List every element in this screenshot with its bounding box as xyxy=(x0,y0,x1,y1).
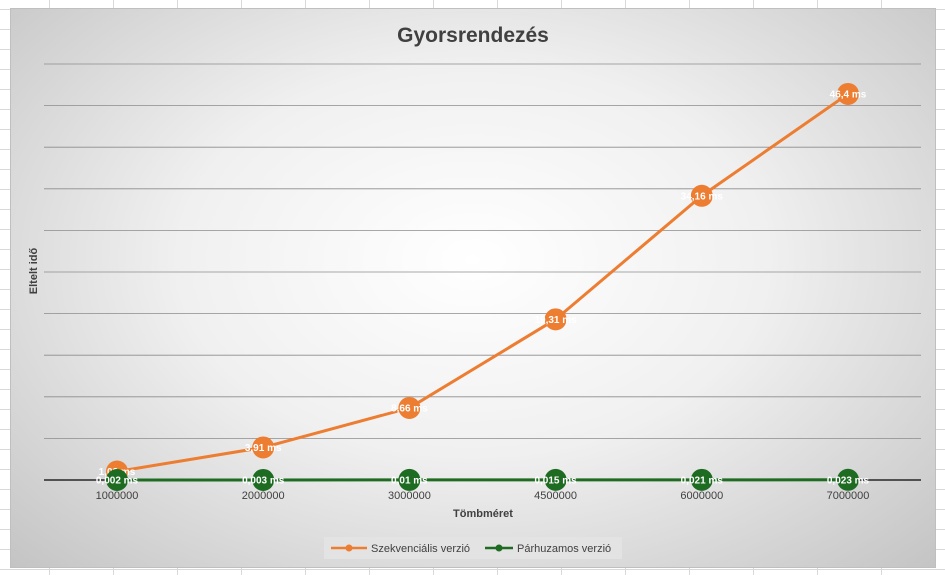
series-parallel: 0,002 ms 0,003 ms 0,01 ms 0,015 ms 0,021 ms 0… xyxy=(96,468,870,491)
legend-swatch-marker-parallel xyxy=(495,544,503,552)
legend-swatch-marker-sequential xyxy=(345,544,353,552)
x-tick-label: 4500000 xyxy=(534,490,577,502)
data-point xyxy=(690,184,713,207)
series-line xyxy=(115,92,850,474)
data-label: 46,4 ms xyxy=(830,89,867,100)
x-axis-tick-labels: 1000000 2000000 3000000 4500000 6000000 70000… xyxy=(96,490,870,502)
gridlines xyxy=(44,63,921,439)
x-tick-label: 6000000 xyxy=(680,490,723,502)
data-label: 0,023 ms xyxy=(827,475,870,486)
data-point xyxy=(837,468,859,491)
chart-title: Gyorsrendezés xyxy=(397,24,549,47)
data-label: 19,31 ms xyxy=(534,315,577,326)
data-label: 0,015 ms xyxy=(534,475,577,486)
data-point xyxy=(837,82,859,105)
data-point xyxy=(398,396,421,419)
x-tick-label: 3000000 xyxy=(388,490,431,502)
data-point xyxy=(690,468,713,491)
data-label: 3,91 ms xyxy=(245,443,282,454)
data-label: 8,66 ms xyxy=(391,403,428,414)
data-point xyxy=(544,468,567,491)
legend-box xyxy=(324,537,622,559)
x-axis-title: Tömbméret xyxy=(453,508,513,520)
legend: Szekvenciális verzió Párhuzamos verzió xyxy=(324,537,622,559)
data-point xyxy=(106,468,128,491)
x-tick-label: 2000000 xyxy=(242,490,285,502)
legend-label-sequential: Szekvenciális verzió xyxy=(371,543,470,555)
data-point xyxy=(252,468,275,491)
data-label: 0,01 ms xyxy=(391,475,428,486)
data-point xyxy=(544,308,567,331)
legend-label-parallel: Párhuzamos verzió xyxy=(517,543,611,555)
data-label: 0,002 ms xyxy=(96,475,139,486)
data-point xyxy=(398,468,421,491)
data-label: 34,16 ms xyxy=(681,191,724,202)
data-point xyxy=(252,436,275,459)
y-axis-title: Eltelt idő xyxy=(28,248,40,295)
chart-area: Gyorsrendezés 1000000 2000000 3000000 45000… xyxy=(10,8,936,568)
line-chart: Gyorsrendezés 1000000 2000000 3000000 45000… xyxy=(28,24,921,559)
x-tick-label: 7000000 xyxy=(827,490,870,502)
data-label: 0,003 ms xyxy=(242,475,285,486)
data-label: 0,021 ms xyxy=(681,475,724,486)
x-tick-label: 1000000 xyxy=(96,490,139,502)
